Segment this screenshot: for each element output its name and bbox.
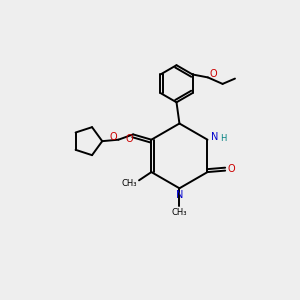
Text: O: O <box>126 134 134 143</box>
Text: O: O <box>209 70 217 80</box>
Text: O: O <box>227 164 235 174</box>
Text: H: H <box>220 134 226 143</box>
Text: O: O <box>109 132 117 142</box>
Text: CH₃: CH₃ <box>122 179 137 188</box>
Text: CH₃: CH₃ <box>172 208 187 217</box>
Text: N: N <box>176 190 183 200</box>
Text: N: N <box>211 132 218 142</box>
